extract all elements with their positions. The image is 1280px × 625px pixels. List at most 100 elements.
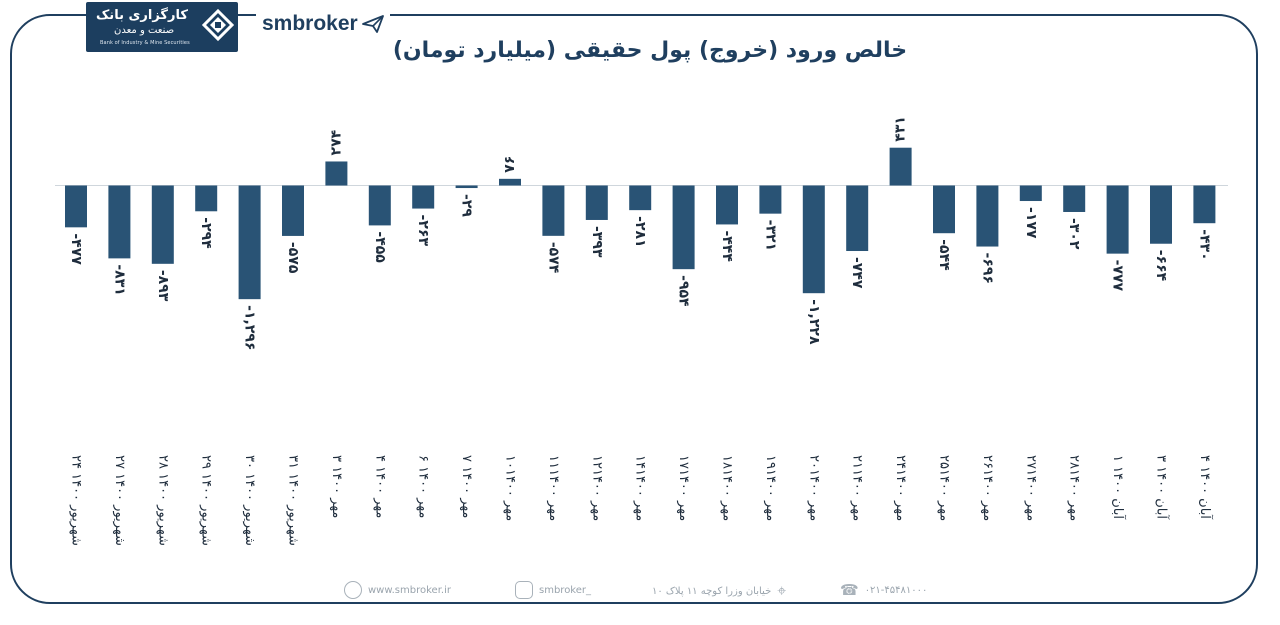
bar	[1193, 185, 1216, 224]
category-label: ۲۸مهر ۱۴۰۰	[1067, 455, 1082, 521]
category-label: ۱۱مهر ۱۴۰۰	[546, 455, 561, 521]
footer-website[interactable]: www.smbroker.ir	[344, 581, 451, 599]
category-label: ۱۰مهر ۱۴۰۰	[503, 455, 518, 521]
bar	[1019, 185, 1042, 202]
data-label: -۵۷۵	[285, 242, 301, 274]
category-label: ۶ مهر ۱۴۰۰	[416, 455, 431, 518]
data-label: -۹۵۴	[676, 275, 692, 307]
category-label: ۲۱مهر ۱۴۰۰	[850, 455, 865, 521]
footer-instagram[interactable]: smbroker_	[515, 581, 591, 599]
data-label: -۳۹۳	[589, 226, 605, 258]
bar	[1150, 185, 1172, 244]
brand-text: smbroker	[262, 12, 358, 35]
bar	[933, 185, 955, 234]
category-label: ۳ مهر ۱۴۰۰	[329, 455, 344, 518]
instagram-text: smbroker_	[539, 584, 592, 596]
bar	[1063, 185, 1086, 212]
bar	[325, 161, 348, 186]
category-label: ۲۷ شهریور ۱۴۰۰	[112, 455, 127, 546]
category-label: ۷ مهر ۱۴۰۰	[459, 455, 474, 518]
bar	[802, 185, 825, 294]
category-label: ۴ آبان ۱۴۰۰	[1197, 455, 1214, 520]
brand-name: smbroker	[256, 10, 390, 38]
bar	[716, 185, 738, 225]
bar	[368, 185, 391, 226]
category-label: ۲۴ شهریور ۱۴۰۰	[69, 455, 84, 546]
bar	[499, 178, 521, 186]
data-label: -۲۶۳	[415, 215, 431, 247]
data-label: -۴۳۰	[1196, 229, 1212, 260]
data-label: ۲۷۴	[328, 129, 344, 155]
data-label: -۴۴۴	[719, 230, 735, 262]
data-label: -۱۷۷	[1023, 207, 1039, 239]
data-label: -۲۹۴	[198, 217, 214, 249]
bar	[455, 185, 478, 189]
category-label: ۱۷مهر ۱۴۰۰	[676, 455, 691, 521]
paper-plane-icon	[361, 15, 384, 33]
footer-address: ⌖ خیابان وزرا کوچه ۱۱ پلاک ۱۰	[652, 581, 786, 601]
location-pin-icon: ⌖	[777, 581, 787, 600]
bar	[629, 185, 652, 211]
data-label: -۵۷۴	[545, 242, 561, 274]
bar	[195, 185, 218, 212]
category-label: ۱۲مهر ۱۴۰۰	[589, 455, 604, 521]
data-label: -۳۲۱	[762, 220, 778, 251]
data-label: -۱,۲۹۶	[242, 305, 258, 350]
globe-icon	[344, 581, 362, 599]
logo-mark-icon	[202, 9, 234, 42]
data-label: -۴۵۵	[372, 231, 388, 263]
category-label: ۱۹مهر ۱۴۰۰	[763, 455, 778, 521]
logo-text-fa: کارگزاری بانک	[96, 8, 188, 23]
data-label: -۷۷۷	[1110, 260, 1126, 292]
footer-phone: ☎ ۰۲۱-۴۵۴۸۱۰۰۰	[840, 581, 927, 599]
category-label: ۲۶مهر ۱۴۰۰	[980, 455, 995, 521]
phone-icon: ☎	[840, 581, 859, 599]
bar	[672, 185, 695, 270]
data-label: -۶۹۶	[979, 253, 995, 284]
chart-title: خالص ورود (خروج) پول حقیقی (میلیارد توما…	[392, 38, 908, 63]
footer: www.smbroker.ir smbroker_ ⌖ خیابان وزرا …	[340, 577, 960, 603]
address-text: خیابان وزرا کوچه ۱۱ پلاک ۱۰	[652, 585, 772, 597]
data-label: -۳۰۲	[1066, 218, 1082, 250]
category-label: ۲۸ شهریور ۱۴۰۰	[155, 455, 170, 546]
bar	[759, 185, 782, 214]
category-label: ۳۰ شهریور ۱۴۰۰	[242, 455, 257, 546]
category-label: ۲۰مهر ۱۴۰۰	[806, 455, 821, 521]
category-label: ۱۸مهر ۱۴۰۰	[720, 455, 735, 521]
bar	[282, 185, 304, 236]
bar	[238, 185, 261, 300]
category-label: ۲۷مهر ۱۴۰۰	[1023, 455, 1038, 521]
website-text: www.smbroker.ir	[368, 584, 451, 596]
data-label: -۴۷۷	[68, 233, 84, 265]
data-label: ۴۳۱	[893, 116, 909, 142]
data-label: -۶۶۴	[1153, 250, 1169, 282]
bar	[846, 185, 869, 252]
data-label: -۱,۲۲۸	[806, 299, 822, 345]
category-label: ۴ مهر ۱۴۰۰	[372, 455, 387, 518]
category-label: ۲۴مهر ۱۴۰۰	[893, 455, 908, 521]
bar	[412, 185, 435, 209]
category-label: ۲۹ شهریور ۱۴۰۰	[199, 455, 214, 546]
data-label: -۸۹۳	[155, 270, 171, 302]
category-label: ۱۴مهر ۱۴۰۰	[633, 455, 648, 521]
data-label: -۸۳۱	[111, 264, 127, 295]
logo-text-fa-2: صنعت و معدن	[114, 25, 175, 36]
bar	[108, 185, 131, 259]
logo-text-en: Bank of Industry & Mine Securities	[100, 40, 190, 46]
bar	[1106, 185, 1129, 254]
bar	[976, 185, 999, 247]
bank-logo: کارگزاری بانک صنعت و معدن Bank of Indust…	[86, 2, 238, 52]
data-label: -۵۴۴	[936, 239, 952, 271]
bar	[889, 147, 912, 186]
bar	[65, 185, 87, 228]
data-label: ۷۶	[502, 156, 518, 173]
instagram-icon	[515, 581, 533, 599]
category-label: ۱ آبان ۱۴۰۰	[1110, 455, 1127, 520]
category-label: ۳۱ شهریور ۱۴۰۰	[286, 455, 301, 546]
category-label: ۲۵مهر ۱۴۰۰	[937, 455, 952, 521]
data-label: -۲۹	[459, 194, 475, 217]
phone-text: ۰۲۱-۴۵۴۸۱۰۰۰	[864, 584, 928, 596]
chart-frame	[10, 14, 1258, 604]
bar	[151, 185, 174, 264]
